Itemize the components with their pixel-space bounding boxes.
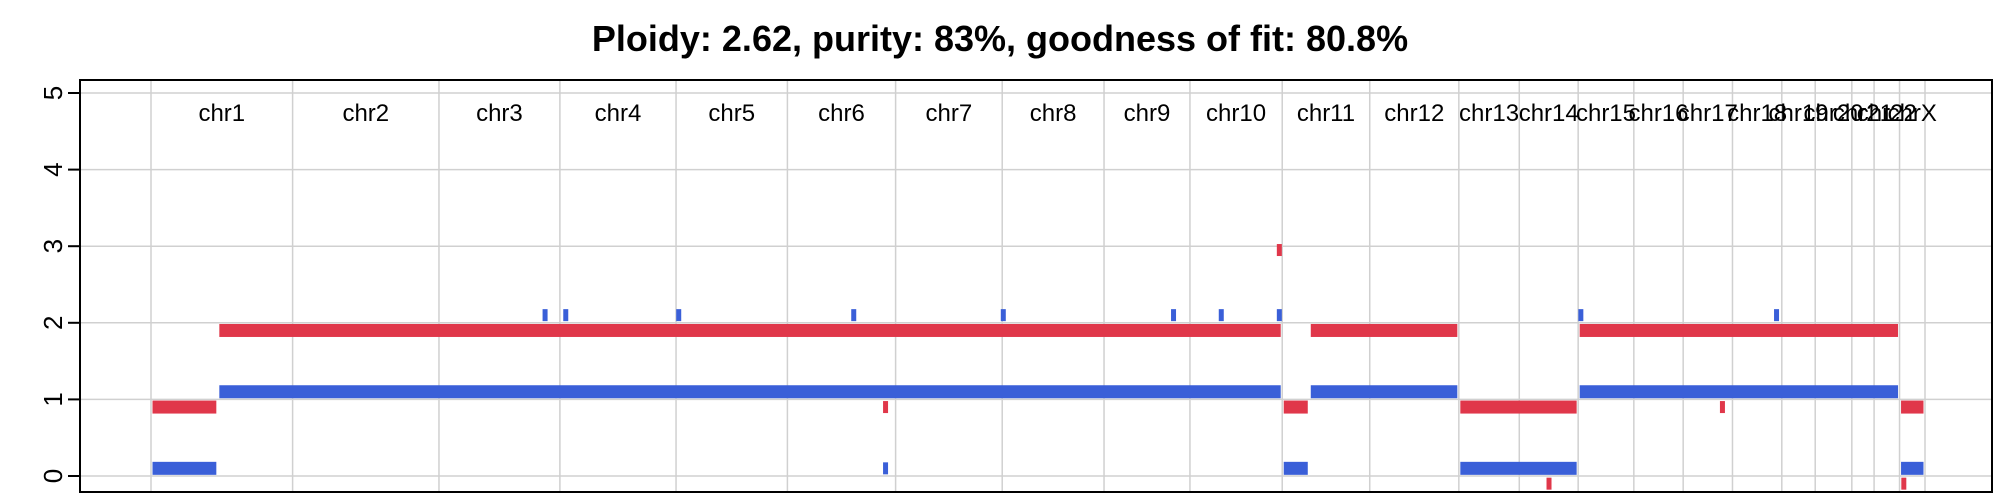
y-tick-label: 5 <box>38 86 68 100</box>
chromosome-label: chr3 <box>476 100 523 127</box>
grid-lines <box>80 80 1992 492</box>
minor-copy-number-point <box>563 309 568 321</box>
minor-copy-number-segment <box>1580 385 1898 398</box>
minor-copy-number-point <box>1578 309 1583 321</box>
minor-copy-number-point <box>676 309 681 321</box>
y-tick-label: 2 <box>38 316 68 330</box>
minor-copy-number-point <box>1219 309 1224 321</box>
total-copy-number-segment <box>1311 324 1458 337</box>
minor-copy-number-segment <box>1460 462 1576 475</box>
minor-copy-number-segment <box>153 462 217 475</box>
chromosome-label: chr6 <box>818 100 865 127</box>
y-tick-label: 0 <box>38 469 68 483</box>
chromosome-label: chr7 <box>926 100 973 127</box>
chromosome-label: chr15 <box>1576 100 1636 127</box>
total-copy-number-point <box>1720 401 1725 413</box>
y-tick-label: 1 <box>38 392 68 406</box>
minor-copy-number-point <box>1001 309 1006 321</box>
chromosome-label: chr13 <box>1459 100 1519 127</box>
chromosome-label: chr11 <box>1297 100 1355 127</box>
total-copy-number-point <box>1547 478 1552 490</box>
chromosome-label: chr10 <box>1206 100 1266 127</box>
total-copy-number-segment <box>1460 401 1576 414</box>
minor-copy-number-point <box>543 309 548 321</box>
total-copy-number-segment <box>153 401 217 414</box>
minor-copy-number-point <box>1774 309 1779 321</box>
y-axis: 0 1 2 3 4 5 <box>38 86 80 483</box>
chromosome-label: chr9 <box>1124 100 1171 127</box>
total-copy-number-point <box>1277 244 1282 256</box>
chromosome-label: chr14 <box>1519 100 1579 127</box>
minor-copy-number-segment <box>219 385 1280 398</box>
chromosome-label: chrX <box>1888 100 1937 127</box>
total-copy-number-segment <box>1901 401 1923 414</box>
chromosome-labels: chr1 chr2 chr3 chr4 chr5 chr6 chr7 chr8 chr9 chr1… <box>198 100 1936 127</box>
y-tick-label: 3 <box>38 239 68 253</box>
chromosome-label: chr12 <box>1384 100 1444 127</box>
minor-copy-number-point <box>1171 309 1176 321</box>
plot-frame <box>80 80 1992 492</box>
total-copy-number-point <box>883 401 888 413</box>
total-copy-number-segment <box>1580 324 1898 337</box>
chromosome-label: chr8 <box>1030 100 1077 127</box>
total-copy-number-segment <box>1284 401 1308 414</box>
total-copy-number-segment <box>219 324 1280 337</box>
chromosome-label: chr2 <box>342 100 389 127</box>
minor-copy-number-segment <box>1901 462 1923 475</box>
chromosome-label: chr5 <box>708 100 755 127</box>
y-tick-label: 4 <box>38 162 68 176</box>
chromosome-label: chr4 <box>595 100 642 127</box>
minor-copy-number-point <box>1277 309 1282 321</box>
minor-copy-number-segment <box>1284 462 1308 475</box>
chromosome-label: chr1 <box>198 100 245 127</box>
outliers-layer <box>543 244 1907 490</box>
minor-copy-number-segment <box>1311 385 1458 398</box>
minor-copy-number-point <box>883 462 888 474</box>
total-copy-number-point <box>1901 478 1906 490</box>
minor-copy-number-point <box>851 309 856 321</box>
